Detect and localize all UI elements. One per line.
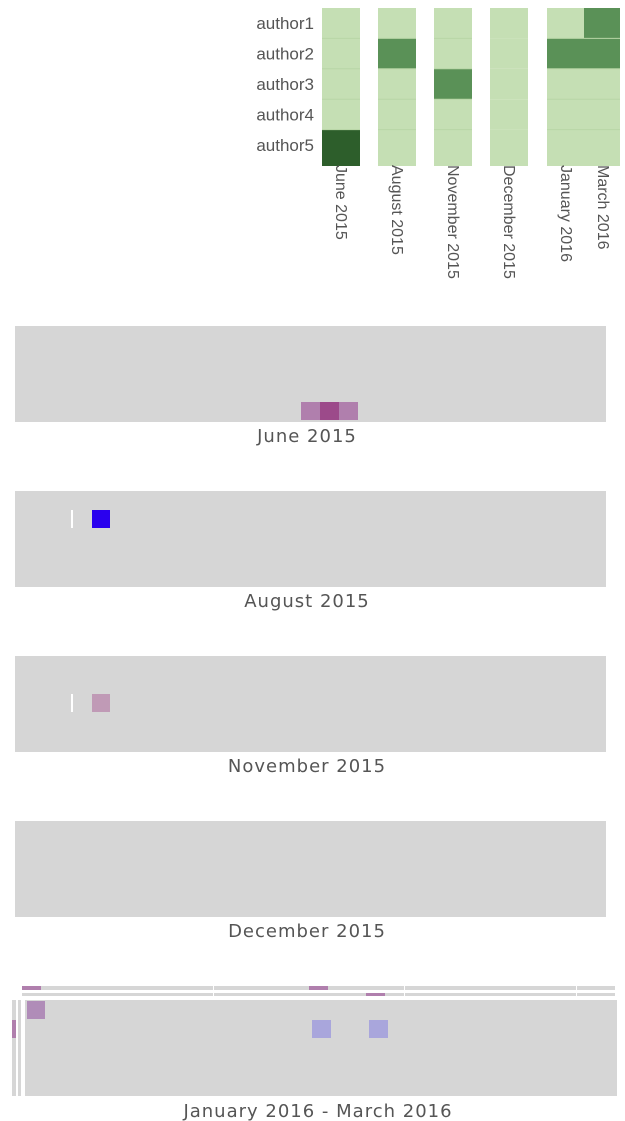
cell (378, 129, 416, 166)
cell (378, 99, 416, 130)
divider (404, 986, 405, 996)
cell (490, 38, 528, 69)
cell (584, 38, 620, 69)
event (309, 986, 328, 990)
cell (434, 8, 472, 39)
event (12, 1020, 16, 1038)
strip (12, 1000, 16, 1096)
cell (547, 129, 584, 166)
cell (378, 38, 416, 69)
cell (322, 8, 360, 39)
cell (490, 8, 528, 39)
cell (584, 68, 620, 100)
cell (584, 99, 620, 130)
event (320, 402, 339, 420)
cell (322, 129, 360, 166)
cell (490, 68, 528, 100)
cell (584, 8, 620, 39)
marker (71, 510, 73, 528)
cell (490, 129, 528, 166)
column-label: June 2015 (332, 165, 349, 240)
column-label: March 2016 (594, 165, 611, 250)
row-label: author5 (256, 136, 314, 155)
marker (71, 694, 73, 712)
cell (547, 68, 584, 100)
cell (378, 8, 416, 39)
cell (322, 38, 360, 69)
cell (378, 68, 416, 100)
event (339, 402, 358, 420)
cell (547, 8, 584, 39)
event (92, 694, 110, 712)
cell (490, 99, 528, 130)
column-label: November 2015 (444, 165, 461, 279)
event (312, 1020, 331, 1038)
strip (18, 1000, 21, 1096)
panel-label: January 2016 - March 2016 (182, 1101, 452, 1121)
cell (584, 129, 620, 166)
cell (434, 129, 472, 166)
panel (25, 1000, 617, 1096)
cell (547, 99, 584, 130)
column-label: January 2016 (557, 165, 574, 262)
panel (15, 821, 606, 917)
panel-label: December 2015 (228, 921, 386, 942)
cell (547, 38, 584, 69)
divider (213, 986, 214, 996)
cell (434, 99, 472, 130)
row-label: author1 (256, 14, 314, 33)
cell (322, 68, 360, 100)
divider (576, 986, 577, 996)
event (92, 510, 110, 528)
row-label: author3 (256, 75, 314, 94)
panel (15, 656, 606, 752)
strip (22, 993, 615, 996)
event (301, 402, 320, 420)
cell (322, 99, 360, 130)
heatmap: author1 author2 author3 author4 author5 June … (256, 8, 620, 279)
panel-label: August 2015 (244, 591, 370, 612)
row-label: author4 (256, 105, 314, 124)
row-label: author2 (256, 45, 314, 64)
panel-group (12, 986, 617, 1096)
panel-label: November 2015 (228, 756, 386, 777)
panel (15, 491, 606, 587)
event (369, 1020, 388, 1038)
cell (434, 38, 472, 69)
event (27, 1001, 45, 1019)
column-label: December 2015 (500, 165, 517, 279)
panel-label: June 2015 (256, 426, 357, 447)
cell (434, 68, 472, 100)
event (366, 993, 385, 996)
column-label: August 2015 (388, 165, 405, 255)
event (22, 986, 41, 990)
